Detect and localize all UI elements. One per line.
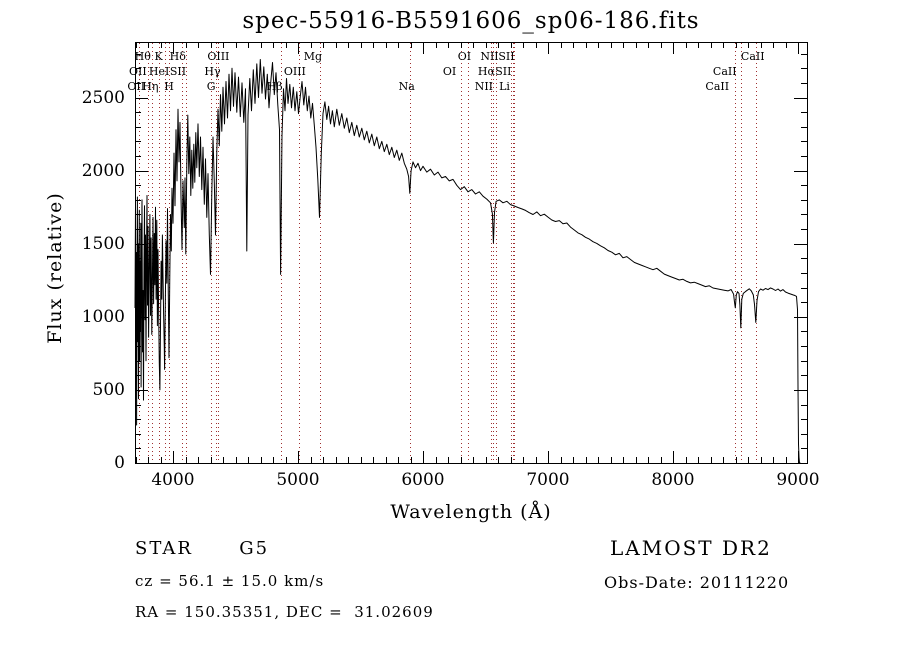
spectral-line-label: Na (398, 80, 415, 93)
spectral-line-label: OI (457, 50, 472, 63)
spectral-line-label: Hη (142, 80, 159, 93)
plot-title: spec-55916-B5591606_sp06-186.fits (242, 8, 700, 34)
spectrum-line (134, 59, 801, 464)
x-tick-label: 9000 (776, 470, 820, 490)
spectral-line-label: Mg (303, 50, 323, 63)
spectral-line-label: Hα (477, 65, 495, 78)
y-tick-label: 2000 (81, 160, 125, 181)
spectral-line-label: Li (499, 80, 510, 93)
spectral-line-label: CaII (740, 50, 765, 63)
object-class-text: STAR G5 (135, 538, 270, 559)
spectral-line-label: Hγ (204, 65, 221, 78)
spectral-line-label: SII (498, 50, 515, 63)
spectral-line-label: CaII (712, 65, 737, 78)
x-axis-label: Wavelength (Å) (390, 501, 552, 523)
spectral-line-label: OIII (283, 65, 306, 78)
y-tick-label: 2500 (81, 87, 125, 108)
y-tick-label: 1000 (81, 306, 125, 327)
y-axis-label: Flux (relative) (44, 192, 66, 344)
survey-text: LAMOST DR2 (610, 536, 772, 560)
spectral-line-label: NII (480, 50, 499, 63)
ra-dec-text: RA = 150.35351, DEC = 31.02609 (135, 603, 434, 621)
spectral-line-label: HeI (148, 65, 170, 78)
spectral-line-label: SII (495, 65, 512, 78)
spectral-line-label: Hθ (134, 50, 151, 63)
spectral-line-label: H (164, 80, 174, 93)
spectral-line-label: CaII (705, 80, 730, 93)
x-tick-label: 7000 (526, 470, 570, 490)
spectral-line-label: OII (129, 65, 147, 78)
spectral-line-label: SII (169, 65, 187, 78)
y-tick-label: 0 (114, 453, 125, 473)
spectral-line-label: Hδ (169, 50, 186, 63)
spectral-line-label: G (206, 80, 216, 93)
spectral-line-label: NII (474, 80, 494, 93)
x-tick-label: 5000 (276, 470, 320, 490)
spectral-line-label: K (154, 50, 163, 63)
y-tick-label: 500 (92, 379, 125, 400)
spectral-line-label: OIII (207, 50, 230, 63)
cz-text: cz = 56.1 ± 15.0 km/s (135, 572, 325, 590)
spectral-line-label: OII (127, 80, 146, 93)
obs-date-text: Obs-Date: 20111220 (604, 573, 790, 592)
x-tick-label: 6000 (401, 470, 445, 490)
spectral-line-label: OI (442, 65, 457, 78)
x-tick-label: 4000 (151, 470, 195, 490)
x-tick-label: 8000 (651, 470, 695, 490)
spectral-line-label: Hβ (266, 80, 283, 93)
y-tick-label: 1500 (81, 233, 125, 254)
